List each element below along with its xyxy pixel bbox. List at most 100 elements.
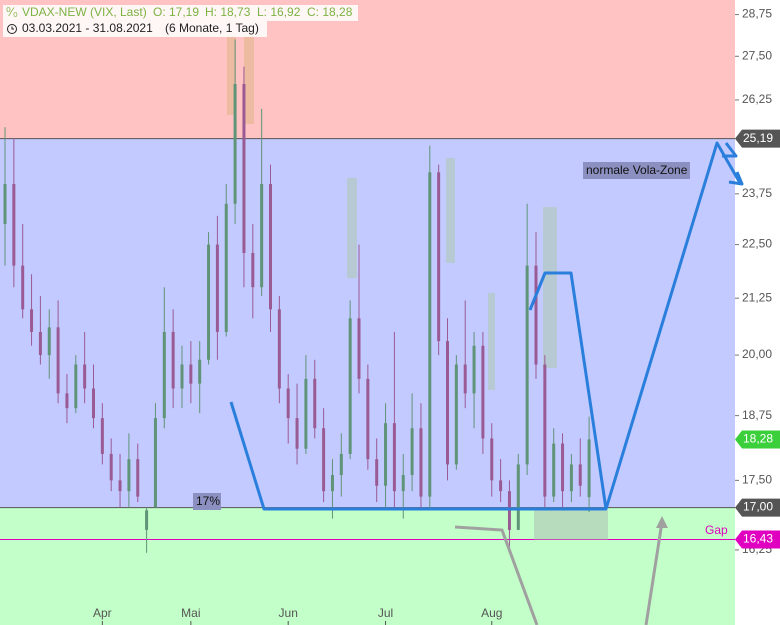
body [251,252,255,288]
clock-icon [11,26,14,30]
ohlc-low: L: 16,92 [257,5,301,19]
y-tick-label: 17,50 [742,473,772,487]
body [207,244,211,360]
body [401,475,405,492]
body [578,464,582,486]
body [180,364,184,389]
x-tick-label: Aug [481,606,502,620]
y-tick-label: 26,25 [742,92,772,106]
highlight [543,207,557,368]
y-tick-label: 23,75 [742,186,772,200]
body [145,510,149,530]
arrow [454,525,539,625]
header-bg [3,21,267,37]
body [304,378,308,449]
body [481,345,485,439]
body [472,345,476,394]
level-label: 25,19 [743,131,773,145]
body [92,388,95,419]
body [38,331,42,356]
annotation-box [583,162,690,179]
body [357,318,361,379]
candles [3,39,591,553]
clock-icon [7,24,17,34]
body [109,453,113,481]
body [339,453,343,476]
body [198,359,202,384]
highlight [488,293,495,390]
arrow-head [728,171,744,186]
level-tag [735,430,780,449]
body [162,331,166,419]
body [127,459,131,492]
level-tag [735,129,780,148]
body [330,475,334,492]
highlight [347,178,357,278]
annotation: normale Vola-Zone [586,163,688,177]
y-tick-label: 27,50 [742,48,772,62]
body [74,364,78,409]
symbol: VDAX-NEW (VIX, Last) [22,5,147,19]
highlight [227,35,236,115]
body [419,428,423,497]
body [153,418,157,508]
highlight [244,35,254,124]
body [189,364,193,384]
date-range: 03.03.2021 - 31.08.2021 [22,21,153,35]
body [525,265,529,465]
body [552,443,556,497]
annotation-box [193,493,221,510]
body [428,172,432,497]
period: (6 Monate, 1 Tag) [165,21,259,35]
arrow [644,521,664,625]
level-tag [735,498,780,517]
drawn-line [528,271,608,510]
header-bg [3,5,358,21]
level-label: 16,43 [743,532,773,546]
body [286,388,290,419]
body [322,428,326,492]
y-tick-label: 21,25 [742,290,772,304]
highlight [446,158,455,263]
body [490,438,494,481]
highlight [534,510,608,540]
body [100,418,104,454]
body [437,172,441,342]
body [171,331,175,389]
y-tick-label: 28,75 [742,7,772,21]
body [454,364,458,465]
body [507,491,511,530]
body [392,423,396,492]
arrow-head [722,142,738,158]
x-tick-label: Mai [181,606,200,620]
zone-low [0,507,735,625]
axis-bg [735,0,780,625]
body [233,83,237,204]
level-label: 17,00 [743,500,773,514]
body [295,418,299,449]
body [543,364,547,497]
ohlc-high: H: 18,73 [205,5,251,19]
body [224,203,228,332]
body [313,378,317,429]
gray-arrows [454,516,668,625]
body [375,459,379,486]
body [587,439,591,498]
level-label: 18,28 [743,432,773,446]
level-tag [735,530,780,549]
highlights [227,35,608,540]
body [410,428,414,476]
body [269,184,272,310]
body [118,480,122,492]
body [561,443,565,492]
body [3,184,7,224]
x-tick-label: Apr [93,606,112,620]
body [21,265,25,310]
y-tick-label: 22,50 [742,237,772,251]
annotation: 17% [196,494,220,508]
body [384,423,388,486]
body [56,327,60,394]
body [30,309,34,332]
